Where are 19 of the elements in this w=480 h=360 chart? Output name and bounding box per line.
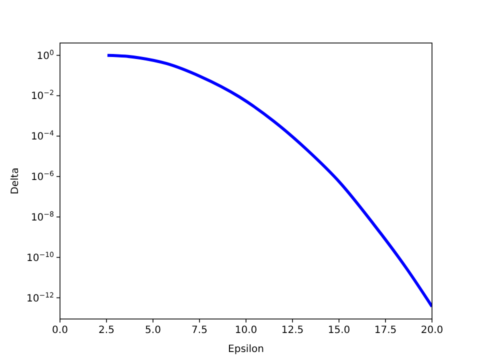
x-tick-label: 5.0 <box>145 325 161 336</box>
y-tick-label: 10$^{−12}$ <box>26 291 54 304</box>
x-tick-label: 20.0 <box>420 325 444 336</box>
y-tick-label: 10$^{−8}$ <box>30 210 54 224</box>
x-tick-label: 17.5 <box>374 325 397 336</box>
y-tick-label: 10$^{−2}$ <box>30 89 54 102</box>
y-tick-label: 10$^{−10}$ <box>26 250 54 264</box>
x-tick-label: 7.5 <box>192 325 208 336</box>
x-tick-label: 0.0 <box>52 325 68 336</box>
y-axis-title: Delta <box>10 168 21 194</box>
x-tick-label: 10.0 <box>234 325 258 336</box>
x-tick-label: 2.5 <box>98 325 114 336</box>
x-axis-title: Epsilon <box>228 344 264 355</box>
x-tick-label: 15.0 <box>328 325 350 336</box>
y-tick-label: 10$^{−6}$ <box>30 170 55 184</box>
y-tick-label: 10$^{0}$ <box>36 48 54 62</box>
x-tick-label: 12.5 <box>281 325 304 336</box>
line-series <box>106 54 432 308</box>
y-tick-label: 10$^{−4}$ <box>30 130 55 143</box>
